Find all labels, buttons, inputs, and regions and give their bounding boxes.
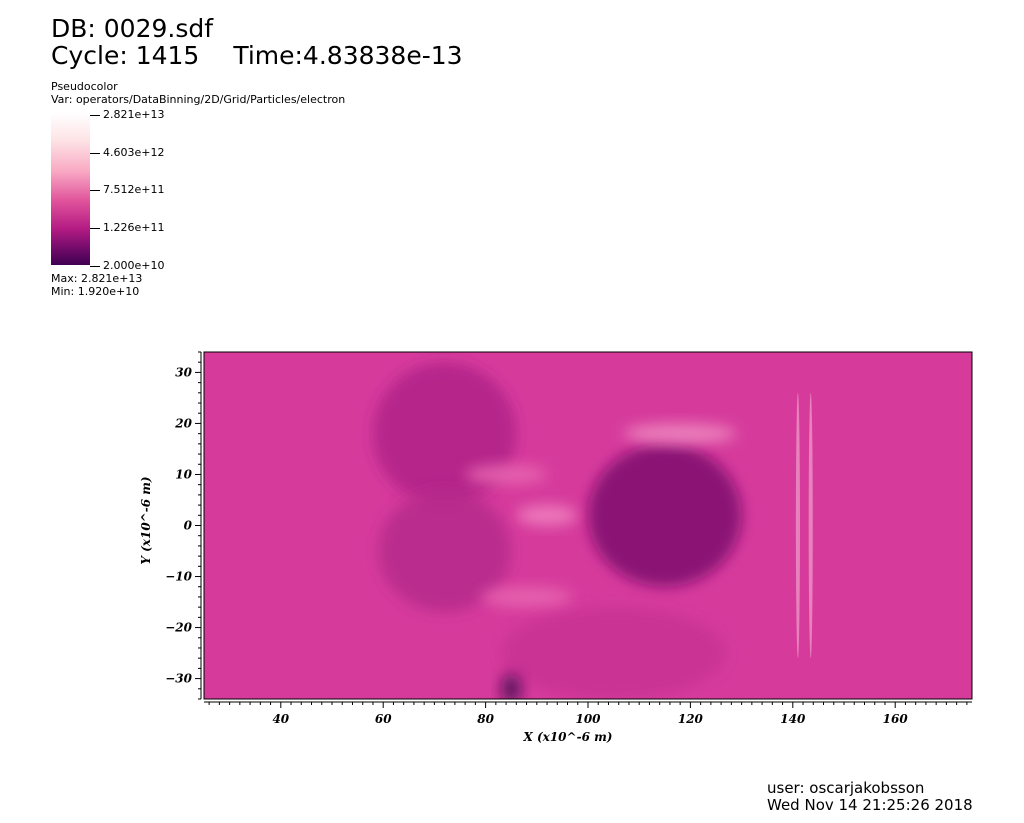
- x-tick-label: 60: [375, 712, 392, 726]
- cycle-time-line: Cycle: 1415 Time:4.83838e-13: [51, 42, 463, 70]
- y-tick-label: 30: [175, 365, 192, 379]
- footer-user: user: oscarjakobsson: [767, 779, 925, 797]
- legend-tick-label: 2.821e+13: [103, 108, 165, 121]
- legend-tick: 4.603e+12: [90, 146, 164, 159]
- y-tick-label: −10: [165, 570, 192, 584]
- heatmap-feature: [500, 673, 522, 699]
- legend-tick-label: 4.603e+12: [103, 146, 165, 159]
- y-tick-label: −30: [165, 672, 192, 686]
- x-tick-label: 100: [575, 712, 601, 726]
- x-tick-label: 80: [477, 712, 494, 726]
- heatmap-feature: [795, 392, 800, 659]
- legend-max: Max: 2.821e+13: [51, 272, 143, 285]
- y-tick-label: −20: [165, 621, 192, 635]
- time-label: Time:4.83838e-13: [233, 41, 463, 70]
- cycle-label: Cycle: 1415: [51, 41, 200, 70]
- x-axis-title: X (x10^-6 m): [523, 730, 613, 744]
- database-title: DB: 0029.sdf: [51, 14, 214, 43]
- heatmap-feature: [808, 392, 813, 659]
- heatmap-feature: [500, 607, 727, 699]
- legend-tick: 2.821e+13: [90, 108, 164, 121]
- heatmap-feature: [623, 423, 737, 444]
- heatmap-feature: [480, 586, 573, 608]
- y-tick-label: 20: [174, 416, 192, 430]
- x-tick-label: 140: [780, 712, 806, 726]
- legend-tick: 7.512e+11: [90, 183, 164, 196]
- legend-variable: Var: operators/DataBinning/2D/Grid/Parti…: [51, 93, 346, 106]
- legend-tick-label: 7.512e+11: [103, 183, 165, 196]
- footer-date: Wed Nov 14 21:25:26 2018: [767, 796, 973, 814]
- x-tick-label: 40: [272, 712, 289, 726]
- x-tick-label: 160: [883, 712, 909, 726]
- y-tick-label: 10: [175, 467, 192, 481]
- heatmap-features: [372, 362, 813, 699]
- y-tick-label: 0: [184, 519, 193, 533]
- legend-tick-label: 2.000e+10: [103, 259, 165, 272]
- legend-tick: 2.000e+10: [90, 259, 164, 272]
- heatmap-feature: [465, 464, 548, 485]
- legend-tick: 1.226e+11: [90, 221, 164, 234]
- x-tick-label: 120: [678, 712, 704, 726]
- plot-frame: [203, 351, 973, 700]
- heatmap-feature: [378, 489, 512, 613]
- heatmap-feature: [588, 443, 742, 587]
- legend-min: Min: 1.920e+10: [51, 285, 140, 298]
- legend-color-bar: [51, 113, 90, 265]
- y-axis-title: Y (x10^-6 m): [139, 476, 153, 564]
- legend-tick-label: 1.226e+11: [103, 221, 165, 234]
- legend-plot-type: Pseudocolor: [51, 80, 118, 93]
- heatmap-feature: [516, 505, 578, 526]
